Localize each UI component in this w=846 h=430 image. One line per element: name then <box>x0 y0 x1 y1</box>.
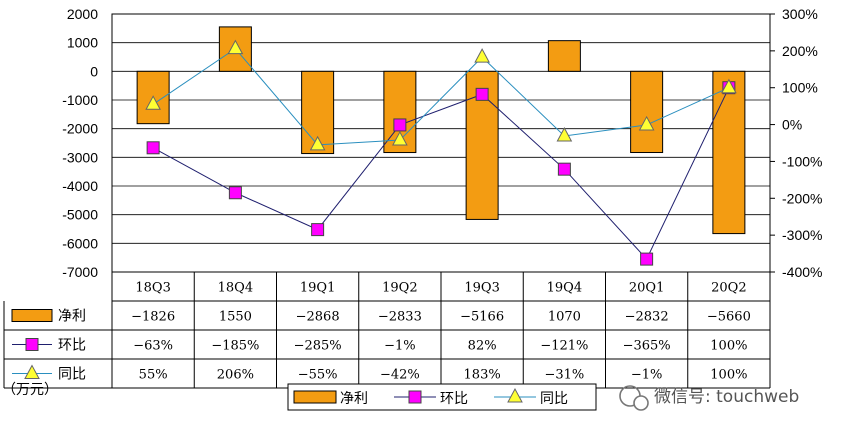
y-left-tick-label: 1000 <box>67 35 98 51</box>
data-label: 206% <box>217 368 254 383</box>
data-label: −185% <box>211 339 259 354</box>
line-series <box>145 39 737 266</box>
y-right-tick-label: -100% <box>782 153 822 169</box>
legend-key-bar <box>293 390 337 404</box>
data-label: 183% <box>464 368 501 383</box>
data-label: −31% <box>544 368 584 383</box>
data-label: −285% <box>294 339 342 354</box>
y-right-tick-label: -300% <box>782 227 822 243</box>
y-right-tick-label: 0% <box>782 117 802 133</box>
bar <box>712 70 746 235</box>
point-marker-triangle <box>638 115 655 131</box>
data-label: −5660 <box>707 310 751 325</box>
data-label: 1550 <box>219 310 252 325</box>
series-line <box>152 47 730 146</box>
axes: 2000 1000 0 -1000 -2000 -3000 -4000 -5000 -6000 -… <box>62 6 822 280</box>
x-tick-label: 20Q1 <box>629 281 664 296</box>
point-marker-square <box>146 141 160 155</box>
point-marker-square <box>25 338 39 351</box>
point-marker-triangle <box>507 387 523 403</box>
y-right-tick-label: -400% <box>782 264 822 280</box>
y-right-tick-label: 300% <box>782 6 818 22</box>
point-marker-triangle <box>227 39 244 55</box>
data-label: 1070 <box>548 310 581 325</box>
row-key-bar <box>11 309 53 322</box>
data-label: −1826 <box>131 310 175 325</box>
data-label: −42% <box>380 368 420 383</box>
y-left-tick-label: -4000 <box>62 178 98 194</box>
x-tick-label: 18Q4 <box>218 281 253 296</box>
data-label: 55% <box>139 368 168 383</box>
row-series-name: 环比 <box>58 338 86 354</box>
point-marker-square <box>228 186 242 200</box>
unit-note: （万元） <box>2 382 58 398</box>
point-marker-square <box>311 223 325 237</box>
x-tick-label: 18Q3 <box>135 281 170 296</box>
x-tick-label: 19Q3 <box>464 281 499 296</box>
point-marker-square <box>475 87 489 101</box>
watermark: 微信号: touchweb <box>619 385 799 411</box>
legend-label: 环比 <box>440 391 468 407</box>
y-left-tick-label: -2000 <box>62 121 98 137</box>
data-label: −63% <box>133 339 173 354</box>
point-marker-square <box>408 390 422 404</box>
data-label: 100% <box>710 368 747 383</box>
data-label: −2832 <box>625 310 669 325</box>
data-label: −2833 <box>378 310 422 325</box>
legend: 净利 环比 同比 <box>287 383 597 411</box>
bar <box>630 70 664 154</box>
data-label: −55% <box>298 368 338 383</box>
x-tick-label: 19Q4 <box>547 281 582 296</box>
data-label: −2868 <box>296 310 340 325</box>
x-tick-label: 20Q2 <box>711 281 746 296</box>
point-marker-triangle <box>145 95 161 110</box>
y-left-tick-label: -7000 <box>62 264 98 280</box>
data-label: −1% <box>384 339 416 354</box>
y-left-tick-label: 2000 <box>67 6 98 22</box>
data-label: −121% <box>540 339 588 354</box>
data-label: −5166 <box>460 310 504 325</box>
y-left-tick-label: -3000 <box>62 149 98 165</box>
y-left-tick-label: 0 <box>90 63 98 79</box>
point-marker-square <box>640 252 654 266</box>
y-left-tick-label: -1000 <box>62 92 98 108</box>
wechat-icon <box>619 385 649 411</box>
point-marker-triangle <box>556 126 573 142</box>
x-tick-label: 19Q1 <box>300 281 335 296</box>
legend-label: 净利 <box>340 391 368 407</box>
point-marker-triangle <box>474 48 490 63</box>
x-tick-label: 19Q2 <box>382 281 417 296</box>
series-line <box>152 87 730 260</box>
data-label: 100% <box>710 339 747 354</box>
y-left-tick-label: -6000 <box>62 235 98 251</box>
legend-label: 同比 <box>540 391 568 407</box>
data-table: 18Q3 18Q4 19Q1 19Q2 19Q3 19Q4 20Q1 20Q2 净利 −1826 1… <box>3 272 771 389</box>
y-left-tick-label: -5000 <box>62 207 98 223</box>
data-label: −365% <box>623 339 671 354</box>
plot-frame <box>111 13 771 273</box>
row-series-name: 同比 <box>58 367 86 383</box>
data-label: −1% <box>631 368 663 383</box>
point-marker-triangle <box>392 130 408 146</box>
legend-box <box>287 383 597 411</box>
point-marker-triangle <box>721 78 737 94</box>
data-label: 82% <box>468 339 497 354</box>
point-marker-square <box>557 162 571 176</box>
gridlines <box>111 13 771 273</box>
bar <box>547 40 581 72</box>
y-right-tick-label: 100% <box>782 80 818 96</box>
y-right-tick-label: -200% <box>782 190 822 206</box>
watermark-text: 微信号: touchweb <box>654 387 799 407</box>
row-series-name: 净利 <box>58 309 86 325</box>
point-marker-triangle <box>309 135 326 151</box>
point-marker-square <box>393 118 407 132</box>
point-marker-triangle <box>24 364 40 379</box>
y-right-tick-label: 200% <box>782 43 818 59</box>
